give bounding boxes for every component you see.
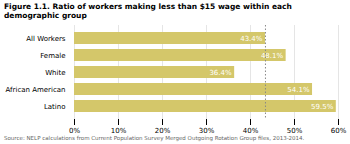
svg-text:60%: 60% — [331, 127, 347, 135]
svg-text:36.4%: 36.4% — [209, 69, 232, 77]
svg-text:40%: 40% — [243, 127, 259, 135]
html-text:Source: NELP calculations from: Source: NELP calculations from Current P… — [4, 135, 305, 141]
svg-text:30%: 30% — [199, 127, 215, 135]
svg-text:59.5%: 59.5% — [311, 103, 334, 111]
svg-text:10%: 10% — [111, 127, 127, 135]
svg-text:0%: 0% — [69, 127, 80, 135]
svg-text:48.1%: 48.1% — [261, 52, 284, 60]
svg-text:54.1%: 54.1% — [287, 86, 310, 94]
svg-text:50%: 50% — [287, 127, 303, 135]
svg-text:Latino: Latino — [44, 103, 66, 111]
svg-text:20%: 20% — [155, 127, 171, 135]
svg-text:White: White — [45, 69, 65, 77]
svg-text:African American: African American — [6, 86, 66, 94]
html-text:Figure 1.1. Ratio of workers m: Figure 1.1. Ratio of workers making less… — [4, 2, 292, 20]
svg-text:All Workers: All Workers — [26, 35, 66, 43]
svg-text:43.4%: 43.4% — [240, 35, 263, 43]
svg-text:Female: Female — [40, 52, 65, 60]
